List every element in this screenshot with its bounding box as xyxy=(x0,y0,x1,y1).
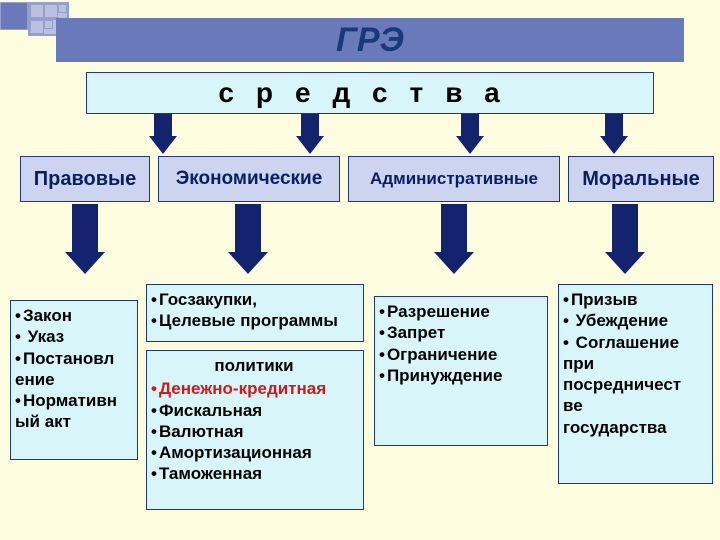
list-item: Валютная xyxy=(151,421,357,442)
list-item: Таможенная xyxy=(151,463,357,484)
list-item: Разрешение xyxy=(379,301,541,322)
list-econ-top: Госзакупки,Целевые программы xyxy=(146,284,364,342)
category-box: Административные xyxy=(348,156,560,202)
list-item: Запрет xyxy=(379,322,541,343)
list-item: Амортизационная xyxy=(151,442,357,463)
list-moral: Призыв Убеждение Соглашение при посредни… xyxy=(558,284,713,484)
list-item: Указ xyxy=(15,326,131,347)
list-admin: РазрешениеЗапретОграничениеПринуждение xyxy=(374,296,548,446)
list-item: Закон xyxy=(15,305,131,326)
subtitle-box: средства xyxy=(86,72,654,114)
list-item: Убеждение xyxy=(563,310,706,331)
list-legal: Закон УказПостановл ениеНорматив­н ый ак… xyxy=(10,300,138,460)
list-econ-policies: политикиДенежно-кредитнаяФискальнаяВалют… xyxy=(146,350,364,510)
list-item: Госзакупки, xyxy=(151,289,357,310)
category-box: Правовые xyxy=(20,156,150,202)
list-subtitle: политики xyxy=(151,355,357,376)
list-item: Принуждение xyxy=(379,365,541,386)
list-item: Денежно-кредитная xyxy=(151,378,357,399)
list-item: Призыв xyxy=(563,289,706,310)
list-item: Норматив­н ый акт xyxy=(15,390,131,433)
list-item: Постановл ение xyxy=(15,348,131,391)
list-item: Соглашение при посредничест ве государст… xyxy=(563,332,706,438)
title-text: ГРЭ xyxy=(336,21,404,60)
list-item: Целевые программы xyxy=(151,310,357,331)
subtitle-text: средства xyxy=(218,77,521,109)
list-item: Ограничение xyxy=(379,344,541,365)
list-item: Фискальная xyxy=(151,400,357,421)
category-box: Экономические xyxy=(158,156,340,202)
title-bar: ГРЭ xyxy=(56,18,684,62)
category-box: Моральные xyxy=(568,156,714,202)
